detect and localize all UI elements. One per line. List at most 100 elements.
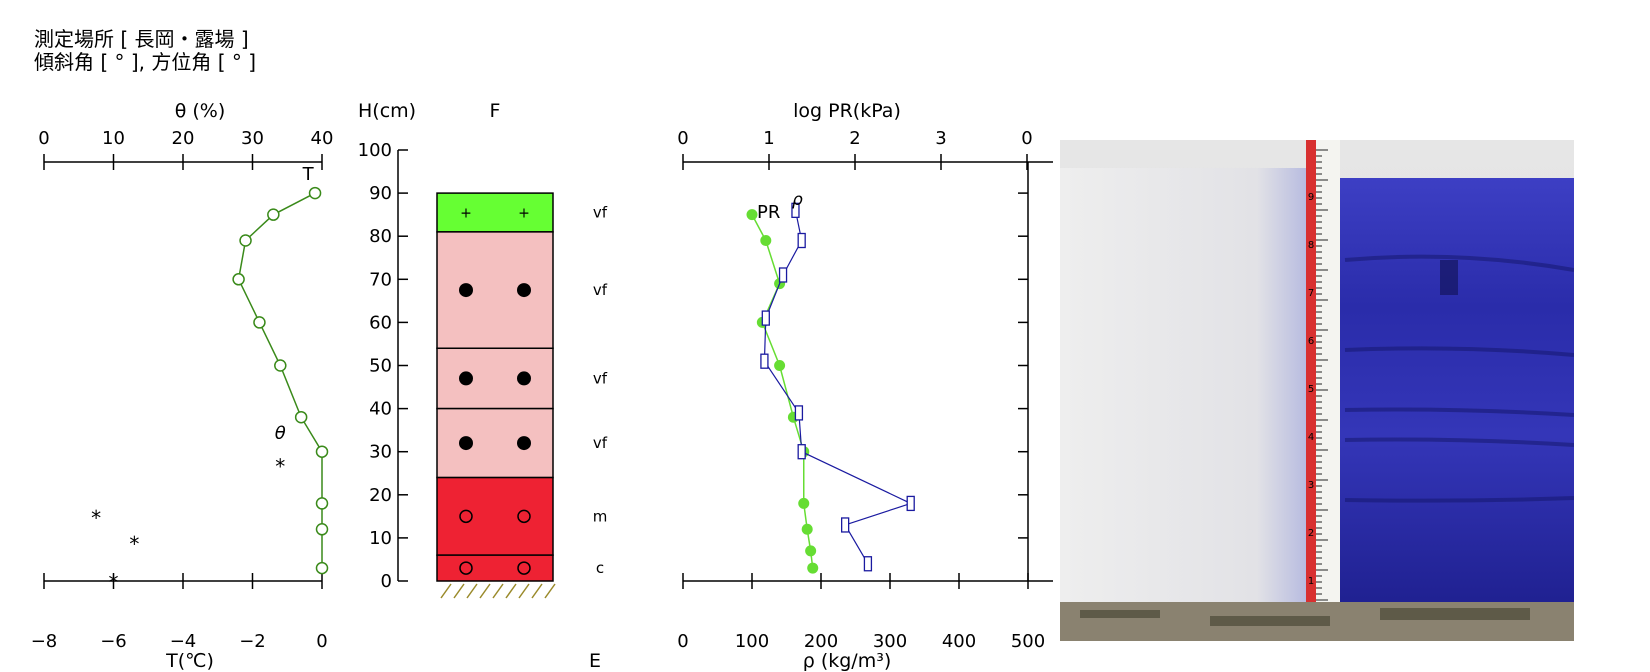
theta-point	[294, 410, 308, 424]
ground-hatch	[453, 583, 465, 599]
grain-symbol	[517, 561, 531, 575]
grain-size-label: vf	[593, 369, 608, 387]
grain-symbol	[459, 283, 473, 298]
scale-number: 2	[1308, 528, 1314, 539]
scale-ruler	[1316, 140, 1340, 630]
theta-tick-label: 20	[172, 128, 195, 149]
scale-number: 8	[1308, 240, 1314, 251]
layer-column-panel: F E 0 10 20 30 40 50 60 70 80 90 100 + + vf vf vf vf m c	[358, 100, 608, 672]
theta-point	[315, 497, 329, 510]
ground-hatch	[518, 583, 530, 599]
log-pr-tick-label: 2	[849, 128, 860, 149]
height-axis-title: H(cm)	[358, 100, 416, 122]
density-point	[797, 232, 806, 249]
ground-hatch	[492, 583, 504, 599]
density-point	[760, 353, 769, 369]
grain-symbol	[459, 371, 473, 386]
rho-series-label: ρ	[792, 190, 803, 210]
theta-point	[308, 186, 322, 200]
snow-layer	[436, 192, 554, 233]
snow-layer	[436, 407, 554, 479]
density-tick-label: 500	[1011, 631, 1045, 652]
theta-tick-label: 40	[311, 128, 334, 149]
resistance-density-panel: log PR(kPa) ρ (kg/m³) 0 1 2 3 00 100 200 300 400…	[677, 100, 1053, 672]
grain-symbol	[459, 561, 473, 575]
theta-point	[253, 316, 266, 329]
snow-layer	[436, 476, 554, 556]
density-point	[906, 495, 915, 512]
temperature-tick-label: −8	[31, 631, 58, 652]
pr-point	[760, 235, 772, 247]
scale-number: 1	[1308, 576, 1314, 587]
scale-number: 7	[1308, 288, 1314, 299]
ground-hatch	[505, 583, 517, 599]
measuring-scale	[1306, 140, 1316, 630]
temperature-point: *	[91, 506, 101, 530]
ground-hatch	[440, 583, 452, 599]
theta-point	[274, 359, 287, 372]
height-tick-label: 70	[369, 269, 392, 290]
height-tick-label: 100	[358, 140, 392, 161]
dye-stained-snow	[1340, 178, 1574, 608]
height-tick-label: 60	[369, 312, 392, 333]
temperature-point: *	[129, 532, 139, 556]
pr-point	[801, 523, 813, 535]
moisture-temperature-panel: θ (%) T(℃) H(cm) 0 10 20 30 40 −8 −6 −4 −2 0 * * * * T…	[31, 100, 416, 672]
density-tick-label: 100	[735, 631, 769, 652]
height-tick-label: 50	[369, 356, 392, 377]
layer-column-title: F	[490, 100, 501, 122]
height-tick-label: 10	[369, 528, 392, 549]
ground-hatch	[466, 583, 478, 599]
grain-size-label: c	[596, 559, 604, 577]
snow-pit-photo: 9 8 7 6 5 4 3 2 1	[1060, 140, 1574, 641]
temperature-tick-label: 0	[316, 631, 327, 652]
theta-point	[315, 445, 329, 458]
grain-size-label: vf	[593, 281, 608, 299]
ground-hatch	[544, 583, 556, 599]
pr-point	[798, 497, 810, 509]
density-series-line	[763, 210, 913, 565]
grain-symbol: +	[518, 205, 530, 221]
scale-ticks	[1316, 149, 1328, 619]
snow-layer	[436, 231, 554, 350]
slope-aspect-label: 傾斜角 [ ° ], 方位角 [ ° ]	[34, 50, 257, 74]
site-label: 測定場所 [ 長岡・露場 ]	[34, 27, 249, 51]
log-pr-tick-label: 0	[677, 128, 688, 149]
ground-hatch	[479, 583, 491, 599]
scale-number: 4	[1308, 432, 1314, 443]
theta-point	[232, 273, 245, 286]
snow-wall	[1060, 168, 1306, 608]
log-pr-axis-title: log PR(kPa)	[793, 100, 901, 122]
density-point	[778, 267, 788, 283]
t-series-label: T	[302, 164, 315, 185]
theta-series-line	[237, 192, 323, 569]
ground-grass	[1080, 608, 1530, 626]
grain-symbol	[517, 283, 531, 298]
temperature-point: *	[109, 571, 119, 595]
snow-layer	[436, 347, 554, 410]
pr-point	[805, 545, 817, 557]
log-pr-tick-label: 1	[763, 128, 774, 149]
density-axis-title: ρ (kg/m³)	[803, 650, 892, 672]
temperature-tick-label: −4	[170, 631, 197, 652]
theta-tick-label: 30	[241, 128, 264, 149]
density-point	[761, 310, 770, 326]
scale-number: 6	[1308, 336, 1314, 347]
theta-series-label: θ	[275, 423, 286, 444]
grain-size-label: m	[593, 507, 608, 525]
density-tick-label: 300	[873, 631, 907, 652]
theta-point	[315, 561, 329, 575]
temperature-tick-label: −2	[239, 631, 266, 652]
grain-size-label: vf	[593, 434, 608, 452]
density-point	[841, 517, 850, 533]
density-tick-label: 400	[942, 631, 976, 652]
height-tick-label: 30	[369, 442, 392, 463]
grain-symbol	[517, 371, 531, 386]
layer-column-bottom-label: E	[589, 650, 601, 672]
grain-symbol: +	[460, 205, 472, 221]
scale-number: 3	[1308, 480, 1314, 491]
ground-hatch	[531, 583, 543, 599]
height-tick-label: 80	[369, 226, 392, 247]
dye-layers	[1344, 254, 1574, 503]
